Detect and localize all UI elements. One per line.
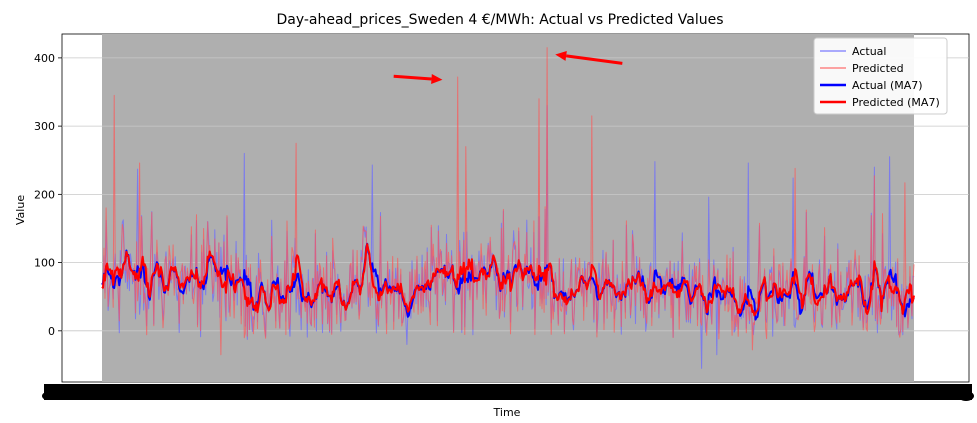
series-line-actual-ma7 <box>101 242 915 321</box>
legend-box <box>813 37 948 115</box>
y-axis: 0 100 200 300 400 <box>34 52 62 338</box>
y-tick-label: 200 <box>34 188 55 201</box>
x-tick-labels-overlap <box>44 384 972 400</box>
legend-label: Actual <box>852 45 886 58</box>
y-tick-label: 100 <box>34 257 55 270</box>
series-line-predicted <box>101 47 915 356</box>
series-line-predicted-ma7 <box>101 243 915 317</box>
y-tick-label: 0 <box>48 325 55 338</box>
legend-label: Predicted (MA7) <box>852 96 940 109</box>
y-tick-label: 300 <box>34 120 55 133</box>
y-tick-label: 400 <box>34 52 55 65</box>
x-tick-label-overflow-right <box>958 391 974 401</box>
x-axis-label: Time <box>493 406 521 419</box>
legend-label: Predicted <box>852 62 904 75</box>
series-layer <box>101 47 915 369</box>
x-tick-label-overflow-left <box>42 392 54 400</box>
y-axis-label: Value <box>14 195 27 225</box>
legend: Actual Predicted Actual (MA7) Predicted (MA… <box>813 37 948 115</box>
legend-label: Actual (MA7) <box>852 79 923 92</box>
annotations-layer <box>393 50 623 84</box>
shaded-region <box>102 34 914 382</box>
annotation-arrow-2 <box>555 50 623 65</box>
chart-title: Day-ahead_prices_Sweden 4 €/MWh: Actual … <box>276 12 723 28</box>
annotation-arrow-1 <box>393 73 443 84</box>
